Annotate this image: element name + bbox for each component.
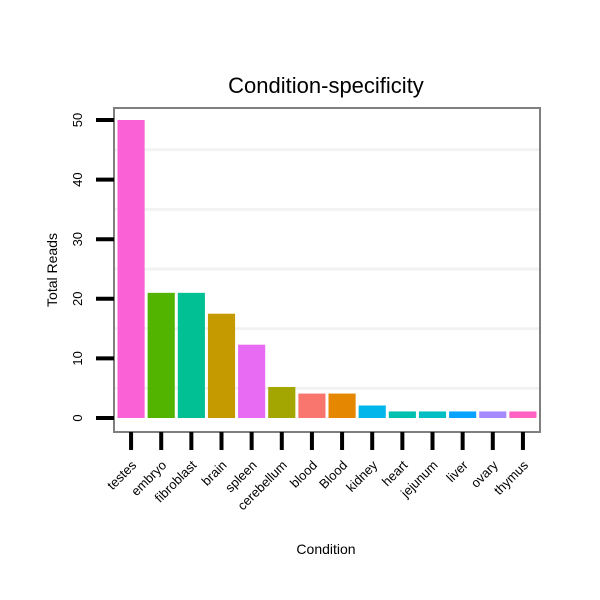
- bar-cerebellum: [268, 387, 296, 418]
- bar-testes: [117, 120, 145, 418]
- y-tick-label: 50: [70, 113, 85, 127]
- y-tick-label: 20: [70, 292, 85, 306]
- bar-kidney: [358, 405, 386, 418]
- bar-brain: [207, 313, 236, 418]
- y-axis-title: Total Reads: [44, 233, 60, 307]
- bar-spleen: [238, 344, 266, 418]
- y-tick-label: 0: [70, 414, 85, 421]
- plot-panel-border: [113, 107, 541, 433]
- y-tick-label: 30: [70, 232, 85, 246]
- bars: [117, 120, 537, 418]
- x-tick-label: liver: [443, 457, 471, 485]
- chart-title: Condition-specificity: [228, 73, 424, 98]
- bar-fibroblast: [177, 292, 205, 418]
- y-axis: 0 10 20 30 40 50: [70, 113, 114, 422]
- bar-thymus: [509, 411, 537, 418]
- x-tick-label: thymus: [491, 457, 532, 498]
- y-tick-label: 10: [70, 351, 85, 365]
- bar-jejunum: [418, 411, 447, 418]
- bar-heart: [388, 411, 416, 418]
- x-tick-label: kidney: [343, 457, 381, 495]
- bar-liver: [449, 411, 477, 418]
- x-axis-title: Condition: [296, 541, 355, 557]
- bar-ovary: [479, 411, 507, 418]
- x-tick-label: blood: [287, 458, 320, 491]
- bar-blood: [298, 393, 326, 418]
- bar-embryo: [147, 292, 175, 418]
- bar-Blood: [328, 393, 356, 418]
- y-tick-label: 40: [70, 172, 85, 186]
